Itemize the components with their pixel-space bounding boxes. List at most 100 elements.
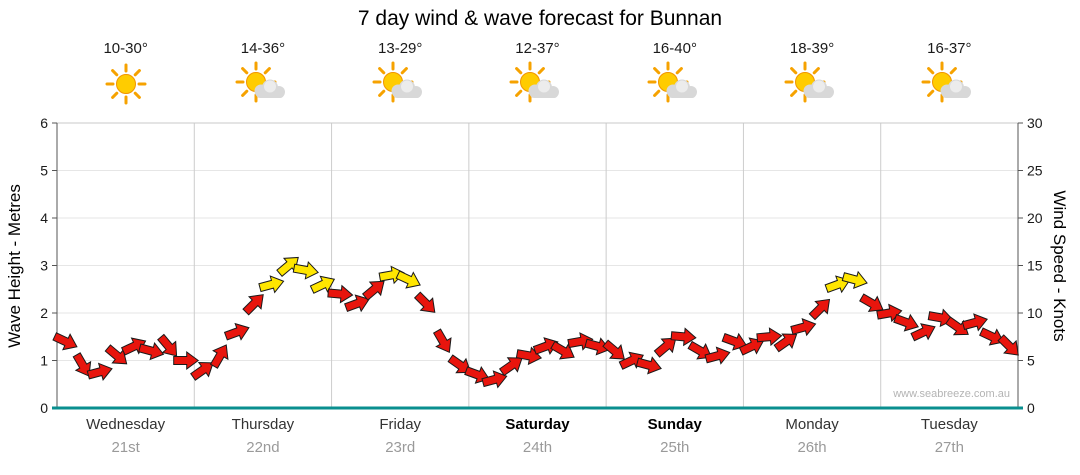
cloud-icon [666,79,697,98]
wind-arrow [773,333,798,353]
right-tick-label: 30 [1027,115,1043,131]
wind-arrow [635,356,662,375]
temperature-range: 16-40° [652,40,697,57]
day-name: Wednesday [86,416,166,433]
day-label: Thursday 22nd [194,416,331,456]
wind-arrow [447,354,472,374]
wind-arrow [432,328,452,354]
wind-arrow [756,327,783,347]
forecast-day: 14-36° [194,40,331,108]
wind-arrow [910,323,936,342]
cloud-icon [803,79,835,98]
wind-arrow [327,284,354,304]
wind-arrow [876,303,903,323]
page-title: 7 day wind & wave forecast for Bunnan [357,7,723,30]
day-label: Sunday 25th [606,416,743,456]
wind-arrow [223,322,250,341]
day-label-row: Wednesday 21st Thursday 22nd Friday 23rd… [57,416,1018,456]
weather-icon [508,61,566,108]
wind-arrow [498,357,523,377]
wind-arrow [602,339,625,360]
wind-arrow [584,337,611,356]
wind-arrow [242,294,264,316]
left-tick-label: 1 [40,353,48,369]
wind-arrow [515,346,543,366]
day-label: Saturday 24th [469,416,606,456]
temperature-range: 16-37° [927,40,972,57]
left-tick-label: 3 [40,258,48,274]
wind-arrow [292,260,319,280]
wind-arrow [157,333,178,357]
day-name: Sunday [647,416,702,433]
right-tick-label: 25 [1027,163,1043,179]
wind-arrow [276,256,299,277]
cloud-icon [940,79,972,98]
temperature-range: 10-30° [103,40,148,57]
wind-arrow [481,370,508,389]
wind-arrow [945,316,969,336]
cloud-icon [391,79,423,98]
cloud-icon [254,79,285,98]
forecast-day: 10-30° [57,40,194,108]
wind-arrow [704,346,731,365]
wind-arrow [395,270,421,289]
right-tick-label: 0 [1027,400,1035,416]
wind-arrow [120,337,147,356]
right-tick-label: 10 [1027,305,1043,321]
forecast-row: 10-30° 14-36° 13-29° 12-37° 16-40° [57,40,1018,108]
day-name: Tuesday [920,416,978,433]
right-axis-title: Wind Speed - Knots [1050,190,1069,342]
forecast-day: 16-37° [881,40,1018,108]
forecast-day: 12-37° [469,40,606,108]
right-tick-label: 20 [1027,210,1043,226]
wind-arrow [670,327,697,347]
wind-arrow [653,337,677,358]
weather-icon [783,61,841,108]
left-axis-title: Wave Height - Metres [5,184,24,348]
day-date: 22nd [246,439,280,456]
wind-arrow [86,362,113,381]
forecast-day: 13-29° [332,40,469,108]
left-tick-label: 2 [40,305,48,321]
wind-arrow [258,275,285,294]
wind-arrow [927,308,954,328]
day-label: Friday 23rd [332,416,469,456]
day-date: 23rd [385,439,416,456]
left-tick-label: 0 [40,400,48,416]
wind-arrow [309,275,336,294]
temperature-range: 18-39° [789,40,835,57]
wind-arrow [997,334,1019,356]
wind-arrow [738,337,765,356]
forecast-day: 18-39° [743,40,880,108]
weather-icon [97,62,155,108]
day-name: Monday [785,416,839,433]
wind-arrow [824,275,851,294]
day-date: 21st [111,439,140,456]
wind-arrow [532,337,559,355]
day-name: Saturday [505,416,570,433]
wind-arrow [859,293,884,312]
temperature-range: 14-36° [240,40,286,57]
weather-icon [646,61,704,108]
left-tick-label: 4 [40,210,48,226]
day-label: Tuesday 27th [881,416,1018,456]
day-label: Wednesday 21st [57,416,194,456]
wind-arrow [378,265,405,285]
day-name: Thursday [231,416,295,433]
day-date: 24th [522,439,553,456]
wind-arrow [190,361,214,381]
weather-icon [234,61,292,108]
temperature-range: 12-37° [515,40,560,57]
wind-arrow [687,340,713,360]
right-tick-label: 5 [1027,353,1035,369]
wind-arrow [808,298,831,321]
day-name: Friday [379,416,422,433]
wind-arrow [550,340,575,360]
cloud-icon [528,79,560,98]
forecast-day: 16-40° [606,40,743,108]
left-tick-label: 6 [40,115,48,131]
wind-arrow [52,332,78,351]
weather-icon [371,61,429,108]
wind-arrow [567,332,594,351]
wind-arrow [173,351,200,370]
